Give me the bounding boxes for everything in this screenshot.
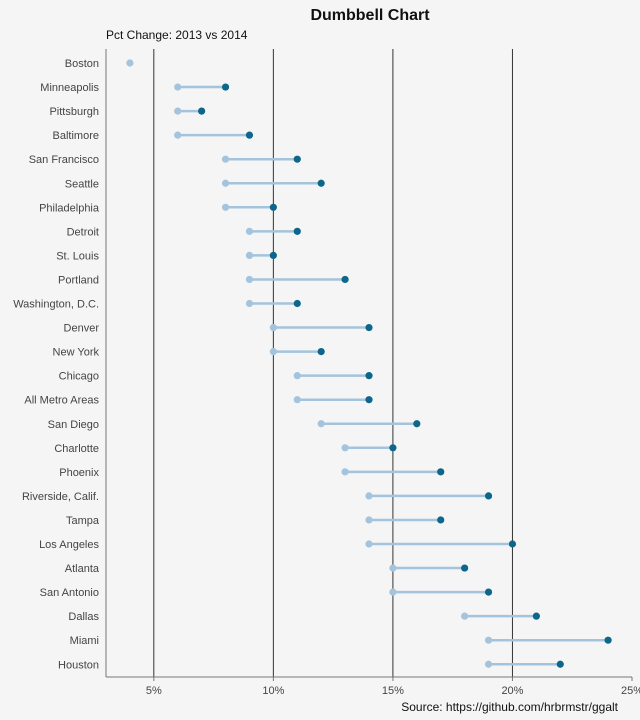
category-label: Baltimore: [53, 130, 99, 142]
x-tick-label: 25%: [621, 685, 640, 697]
point-2014: [389, 444, 397, 452]
point-2013: [365, 492, 373, 500]
point-2013: [341, 444, 349, 452]
chart-subtitle: Pct Change: 2013 vs 2014: [106, 28, 248, 42]
point-2013: [245, 299, 254, 308]
point-2014: [317, 179, 325, 187]
point-2014: [508, 540, 517, 548]
point-2014: [413, 420, 421, 428]
category-label: Atlanta: [65, 563, 100, 575]
point-2013: [365, 540, 373, 548]
point-2014: [269, 203, 277, 211]
category-label: San Diego: [48, 419, 99, 431]
chart-title: Dumbbell Chart: [310, 7, 430, 24]
x-tick-label: 15%: [382, 685, 404, 697]
point-2013: [221, 155, 230, 163]
point-2013: [245, 251, 254, 259]
category-label: Charlotte: [54, 443, 99, 455]
point-2014: [461, 564, 469, 572]
category-label: Pittsburgh: [49, 106, 99, 118]
point-2014: [437, 516, 445, 524]
point-2014: [484, 588, 493, 596]
point-2013: [484, 636, 493, 644]
category-label: Phoenix: [59, 467, 99, 479]
category-label: Philadelphia: [39, 202, 100, 214]
point-2013: [245, 227, 254, 235]
category-label: San Francisco: [29, 154, 99, 166]
category-label: Detroit: [67, 226, 99, 238]
point-2014: [437, 468, 445, 476]
point-2013: [174, 131, 182, 139]
category-label: Dallas: [68, 611, 99, 623]
point-2013: [389, 588, 397, 596]
x-axis: 5% 10% 15% 20% 25%: [146, 677, 640, 697]
category-label: New York: [53, 347, 100, 359]
point-2014: [293, 227, 301, 235]
point-2013: [269, 323, 277, 332]
point-2013: [126, 59, 134, 67]
point-2013: [221, 203, 230, 211]
point-2013: [293, 396, 301, 404]
vertical-gridlines: [153, 49, 513, 677]
point-2014: [341, 275, 349, 284]
point-2013: [293, 372, 301, 380]
x-tick-label: 10%: [262, 685, 284, 697]
category-label: Chicago: [59, 371, 99, 383]
category-label: All Metro Areas: [24, 395, 99, 407]
point-2013: [341, 468, 349, 476]
category-label: Washington, D.C.: [13, 299, 99, 311]
point-2014: [221, 83, 230, 91]
point-2014: [293, 299, 301, 308]
point-2013: [317, 420, 325, 428]
point-2013: [461, 612, 469, 620]
point-2014: [532, 612, 540, 620]
category-label: Tampa: [66, 515, 100, 527]
category-label: Seattle: [65, 178, 99, 190]
dumbbells: [126, 59, 612, 668]
chart-caption: Source: https://github.com/hrbrmstr/ggal…: [401, 700, 618, 714]
category-label: Los Angeles: [39, 539, 99, 551]
point-2013: [484, 660, 493, 668]
point-2014: [293, 155, 301, 163]
x-tick-label: 5%: [146, 685, 162, 697]
point-2013: [389, 564, 397, 572]
point-2013: [269, 348, 277, 356]
point-2014: [365, 396, 373, 404]
category-label: Miami: [70, 635, 99, 647]
point-2014: [317, 348, 325, 356]
x-tick-label: 20%: [501, 685, 523, 697]
category-label: Denver: [64, 323, 100, 335]
category-label: St. Louis: [56, 250, 99, 262]
category-label: Riverside, Calif.: [22, 491, 99, 503]
category-label: Boston: [65, 58, 99, 70]
point-2013: [221, 179, 230, 187]
category-label: Minneapolis: [40, 82, 99, 94]
point-2014: [269, 251, 277, 259]
point-2014: [604, 636, 612, 644]
point-2014: [365, 372, 373, 380]
category-label: Portland: [58, 274, 99, 286]
point-2013: [365, 516, 373, 524]
point-2014: [556, 660, 564, 668]
category-label: San Antonio: [40, 587, 99, 599]
point-2013: [245, 275, 254, 284]
category-label: Houston: [58, 659, 99, 671]
point-2013: [174, 107, 182, 115]
point-2014: [198, 107, 206, 115]
point-2014: [365, 323, 373, 332]
y-axis-labels: Boston Minneapolis Pittsburgh Baltimore San …: [13, 58, 100, 671]
point-2014: [484, 492, 493, 500]
point-2014: [245, 131, 254, 139]
point-2013: [174, 83, 182, 91]
